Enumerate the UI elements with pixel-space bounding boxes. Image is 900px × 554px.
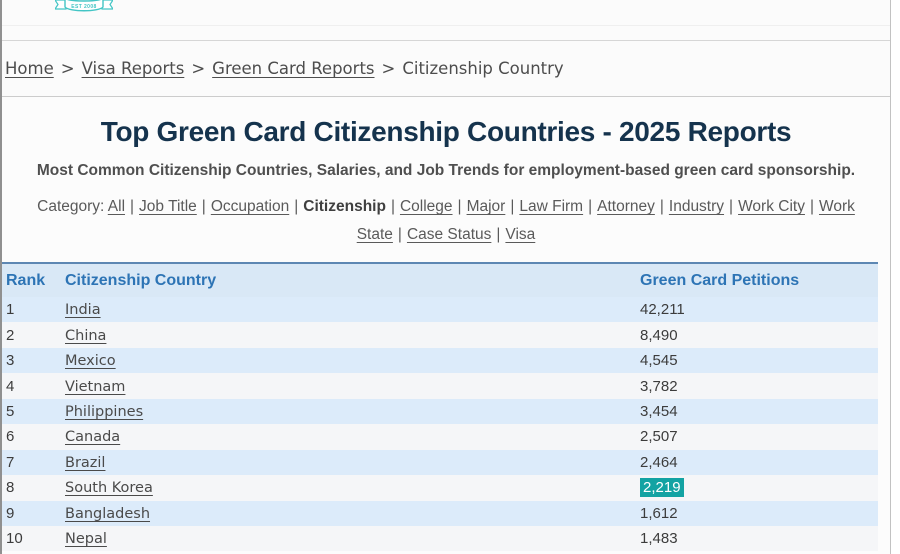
category-link-major[interactable]: Major	[466, 198, 506, 215]
column-header-petitions: Green Card Petitions	[640, 271, 800, 289]
category-link-job-title[interactable]: Job Title	[139, 198, 197, 215]
table-header-row: Rank Citizenship Country Green Card Peti…	[2, 264, 878, 297]
category-separator: |	[729, 198, 734, 215]
petitions-value: 3,782	[640, 377, 678, 395]
petitions-value: 2,219	[640, 478, 878, 498]
breadcrumb-link-visa-reports[interactable]: Visa Reports	[81, 59, 185, 78]
column-header-country: Citizenship Country	[65, 271, 217, 289]
petitions-value: 1,483	[640, 530, 678, 548]
table-row: 5 Philippines 3,454	[2, 398, 878, 425]
rank-cell: 1	[6, 301, 15, 319]
rank-cell: 4	[6, 377, 15, 395]
page-title: Top Green Card Citizenship Countries - 2…	[100, 116, 792, 147]
petitions-value: 8,490	[640, 326, 678, 344]
country-link[interactable]: Vietnam	[65, 378, 126, 395]
category-separator: |	[457, 198, 462, 215]
rank-cell: 6	[6, 428, 15, 446]
category-separator: |	[809, 198, 814, 215]
table-row: 4 Vietnam 3,782	[2, 373, 878, 399]
breadcrumb-link-home[interactable]: Home	[5, 59, 54, 78]
petitions-value: 42,211	[640, 301, 685, 319]
breadcrumb-separator: >	[381, 59, 396, 78]
category-link-citizenship[interactable]: Citizenship	[303, 198, 386, 215]
rank-cell: 5	[6, 402, 15, 420]
petitions-value: 1,612	[640, 504, 678, 522]
category-separator: |	[201, 198, 206, 215]
rank-cell: 10	[6, 530, 23, 548]
category-separator: |	[390, 198, 395, 215]
highlighted-value: 2,219	[640, 478, 684, 498]
rank-cell: 3	[6, 352, 15, 370]
category-link-law-firm[interactable]: Law Firm	[519, 198, 584, 215]
table-row: 6 Canada 2,507	[2, 424, 878, 450]
category-link-occupation[interactable]: Occupation	[210, 198, 290, 215]
category-link-college[interactable]: College	[399, 198, 453, 215]
rank-cell: 2	[6, 326, 15, 344]
table-row: 10 Nepal 1,483	[2, 525, 878, 552]
site-logo[interactable]: EST 2008	[55, 0, 113, 18]
category-separator: |	[496, 226, 501, 243]
petitions-value: 2,507	[640, 428, 678, 446]
petitions-value: 4,545	[640, 352, 678, 370]
category-link-attorney[interactable]: Attorney	[597, 198, 655, 215]
table-row: 3 Mexico 4,545	[2, 347, 878, 374]
breadcrumb-link-green-card-reports[interactable]: Green Card Reports	[212, 59, 375, 78]
country-link[interactable]: Canada	[65, 429, 121, 446]
citizenship-country-table: Rank Citizenship Country Green Card Peti…	[2, 262, 878, 552]
category-separator: |	[130, 198, 135, 215]
category-separator: |	[294, 198, 299, 215]
category-link-all[interactable]: All	[107, 198, 126, 215]
breadcrumb-separator: >	[191, 59, 206, 78]
breadcrumb-separator: >	[60, 59, 75, 78]
category-separator: |	[510, 198, 515, 215]
category-separator: |	[659, 198, 664, 215]
logo-est-text: EST 2008	[71, 4, 96, 10]
breadcrumb: Home > Visa Reports > Green Card Reports > Cit…	[2, 41, 890, 97]
top-header-band: EST 2008	[2, 0, 890, 41]
category-link-work-city[interactable]: Work City	[738, 198, 805, 215]
column-header-rank: Rank	[6, 271, 46, 289]
country-link[interactable]: Philippines	[65, 403, 144, 420]
rank-cell: 8	[6, 479, 15, 497]
category-separator: |	[397, 226, 402, 243]
category-link-work-state[interactable]: Work State	[356, 198, 855, 243]
country-link[interactable]: Nepal	[65, 531, 107, 548]
category-link-industry[interactable]: Industry	[668, 198, 725, 215]
category-link-visa[interactable]: Visa	[505, 226, 536, 243]
category-filter-bar: Category: All | Job Title | Occupation | Citiz…	[2, 193, 890, 249]
page-subtitle: Most Common Citizenship Countries, Salar…	[36, 162, 856, 179]
table-row: 1 India 42,211	[2, 297, 878, 323]
table-row: 7 Brazil 2,464	[2, 449, 878, 476]
table-row: 8 South Korea 2,219	[2, 475, 878, 501]
petitions-value: 2,464	[640, 453, 678, 471]
breadcrumb-current-page: Citizenship Country	[402, 59, 564, 78]
category-label: Category:	[37, 198, 105, 215]
table-row: 9 Bangladesh 1,612	[2, 500, 878, 526]
rank-cell: 7	[6, 453, 15, 471]
rank-cell: 9	[6, 504, 15, 522]
country-link[interactable]: Bangladesh	[65, 505, 151, 522]
country-link[interactable]: South Korea	[65, 480, 153, 497]
country-link[interactable]: China	[65, 327, 107, 344]
category-link-case-status[interactable]: Case Status	[406, 226, 492, 243]
country-link[interactable]: Brazil	[65, 454, 106, 471]
country-link[interactable]: Mexico	[65, 353, 116, 370]
table-row: 2 China 8,490	[2, 322, 878, 348]
header-divider	[2, 25, 890, 26]
country-link[interactable]: India	[65, 302, 101, 319]
petitions-value: 3,454	[640, 402, 678, 420]
category-separator: |	[588, 198, 593, 215]
